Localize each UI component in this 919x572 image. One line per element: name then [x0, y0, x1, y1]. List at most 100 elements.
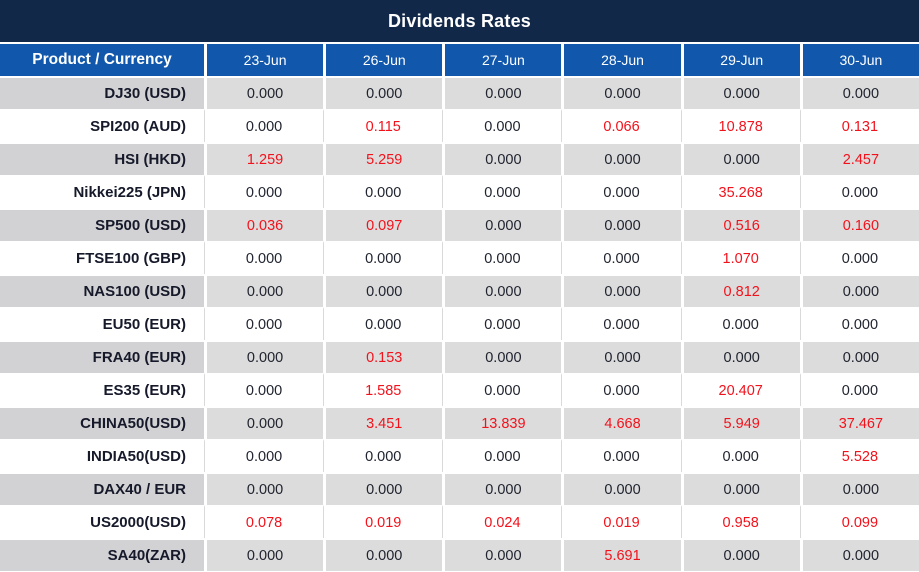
column-header-date: 30-Jun — [799, 44, 919, 76]
value-cell: 0.000 — [561, 175, 681, 208]
value-cell: 0.000 — [561, 76, 681, 109]
value-cell: 5.528 — [799, 439, 919, 472]
product-cell: FRA40 (EUR) — [0, 340, 204, 373]
table-row: CHINA50(USD) 0.000 3.451 13.839 4.668 5.949 37… — [0, 406, 919, 439]
value-cell: 0.516 — [680, 208, 800, 241]
value-cell: 0.024 — [442, 505, 562, 538]
value-cell: 0.000 — [799, 472, 919, 505]
value-cell: 10.878 — [680, 109, 800, 142]
product-cell: EU50 (EUR) — [0, 307, 204, 340]
value-cell: 0.000 — [561, 307, 681, 340]
value-cell: 0.000 — [799, 175, 919, 208]
value-cell: 0.000 — [204, 538, 324, 571]
value-cell: 0.000 — [442, 472, 562, 505]
value-cell: 2.457 — [799, 142, 919, 175]
product-cell: SPI200 (AUD) — [0, 109, 204, 142]
product-cell: Nikkei225 (JPN) — [0, 175, 204, 208]
value-cell: 0.000 — [442, 76, 562, 109]
column-header-date: 23-Jun — [204, 44, 324, 76]
value-cell: 5.691 — [561, 538, 681, 571]
table-row: Nikkei225 (JPN) 0.000 0.000 0.000 0.000 35.26… — [0, 175, 919, 208]
value-cell: 0.000 — [442, 373, 562, 406]
value-cell: 0.000 — [323, 241, 443, 274]
value-cell: 0.000 — [323, 439, 443, 472]
value-cell: 0.958 — [680, 505, 800, 538]
value-cell: 0.153 — [323, 340, 443, 373]
value-cell: 0.066 — [561, 109, 681, 142]
table-row: SA40(ZAR) 0.000 0.000 0.000 5.691 0.000 0.000 — [0, 538, 919, 571]
table-row: FTSE100 (GBP) 0.000 0.000 0.000 0.000 1.070 0.… — [0, 241, 919, 274]
table-row: EU50 (EUR) 0.000 0.000 0.000 0.000 0.000 0.000 — [0, 307, 919, 340]
value-cell: 0.000 — [442, 109, 562, 142]
value-cell: 0.000 — [561, 340, 681, 373]
value-cell: 0.000 — [680, 340, 800, 373]
table-row: FRA40 (EUR) 0.000 0.153 0.000 0.000 0.000 0.00… — [0, 340, 919, 373]
table-row: ES35 (EUR) 0.000 1.585 0.000 0.000 20.407 0.00… — [0, 373, 919, 406]
value-cell: 37.467 — [799, 406, 919, 439]
value-cell: 0.131 — [799, 109, 919, 142]
value-cell: 4.668 — [561, 406, 681, 439]
table-row: SPI200 (AUD) 0.000 0.115 0.000 0.066 10.878 0.… — [0, 109, 919, 142]
product-cell: HSI (HKD) — [0, 142, 204, 175]
value-cell: 0.000 — [561, 439, 681, 472]
dividends-rates-table: Product / Currency 23-Jun 26-Jun 27-Jun … — [0, 44, 919, 571]
value-cell: 0.000 — [204, 76, 324, 109]
product-cell: SA40(ZAR) — [0, 538, 204, 571]
product-cell: INDIA50(USD) — [0, 439, 204, 472]
value-cell: 13.839 — [442, 406, 562, 439]
value-cell: 0.000 — [799, 307, 919, 340]
value-cell: 0.000 — [561, 472, 681, 505]
value-cell: 0.000 — [442, 439, 562, 472]
value-cell: 0.160 — [799, 208, 919, 241]
value-cell: 0.000 — [204, 109, 324, 142]
value-cell: 0.000 — [442, 142, 562, 175]
product-cell: FTSE100 (GBP) — [0, 241, 204, 274]
value-cell: 0.000 — [561, 274, 681, 307]
column-header-date: 26-Jun — [323, 44, 443, 76]
value-cell: 0.000 — [799, 340, 919, 373]
value-cell: 0.115 — [323, 109, 443, 142]
product-cell: US2000(USD) — [0, 505, 204, 538]
value-cell: 0.019 — [323, 505, 443, 538]
column-header-date: 27-Jun — [442, 44, 562, 76]
value-cell: 0.000 — [204, 340, 324, 373]
value-cell: 0.000 — [323, 76, 443, 109]
value-cell: 0.000 — [323, 274, 443, 307]
value-cell: 0.000 — [680, 439, 800, 472]
table-row: INDIA50(USD) 0.000 0.000 0.000 0.000 0.000 5.5… — [0, 439, 919, 472]
table-row: US2000(USD) 0.078 0.019 0.024 0.019 0.958 0.09… — [0, 505, 919, 538]
value-cell: 0.019 — [561, 505, 681, 538]
value-cell: 0.000 — [204, 472, 324, 505]
value-cell: 20.407 — [680, 373, 800, 406]
value-cell: 0.036 — [204, 208, 324, 241]
header-row: Product / Currency 23-Jun 26-Jun 27-Jun … — [0, 44, 919, 76]
value-cell: 0.000 — [680, 307, 800, 340]
value-cell: 0.000 — [680, 76, 800, 109]
value-cell: 0.078 — [204, 505, 324, 538]
value-cell: 0.000 — [680, 142, 800, 175]
value-cell: 0.000 — [799, 274, 919, 307]
value-cell: 0.000 — [561, 373, 681, 406]
table-row: DJ30 (USD) 0.000 0.000 0.000 0.000 0.000 0.000 — [0, 76, 919, 109]
value-cell: 0.000 — [442, 538, 562, 571]
value-cell: 0.000 — [442, 340, 562, 373]
value-cell: 0.000 — [442, 241, 562, 274]
page-title: Dividends Rates — [387, 10, 532, 31]
value-cell: 0.000 — [561, 208, 681, 241]
value-cell: 0.000 — [204, 406, 324, 439]
value-cell: 0.000 — [680, 538, 800, 571]
value-cell: 0.812 — [680, 274, 800, 307]
column-header-date: 28-Jun — [561, 44, 681, 76]
value-cell: 0.000 — [799, 241, 919, 274]
table-row: DAX40 / EUR 0.000 0.000 0.000 0.000 0.000 0.00… — [0, 472, 919, 505]
value-cell: 0.000 — [323, 538, 443, 571]
product-cell: DJ30 (USD) — [0, 76, 204, 109]
product-cell: NAS100 (USD) — [0, 274, 204, 307]
value-cell: 0.000 — [442, 208, 562, 241]
value-cell: 0.000 — [561, 241, 681, 274]
column-header-date: 29-Jun — [680, 44, 800, 76]
value-cell: 0.000 — [680, 472, 800, 505]
column-header-product: Product / Currency — [0, 44, 204, 76]
value-cell: 3.451 — [323, 406, 443, 439]
value-cell: 0.000 — [323, 175, 443, 208]
